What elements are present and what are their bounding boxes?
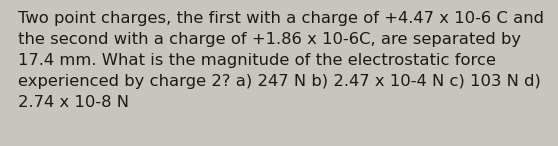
Text: Two point charges, the first with a charge of +4.47 x 10-6 C and
the second with: Two point charges, the first with a char… [18,11,544,110]
